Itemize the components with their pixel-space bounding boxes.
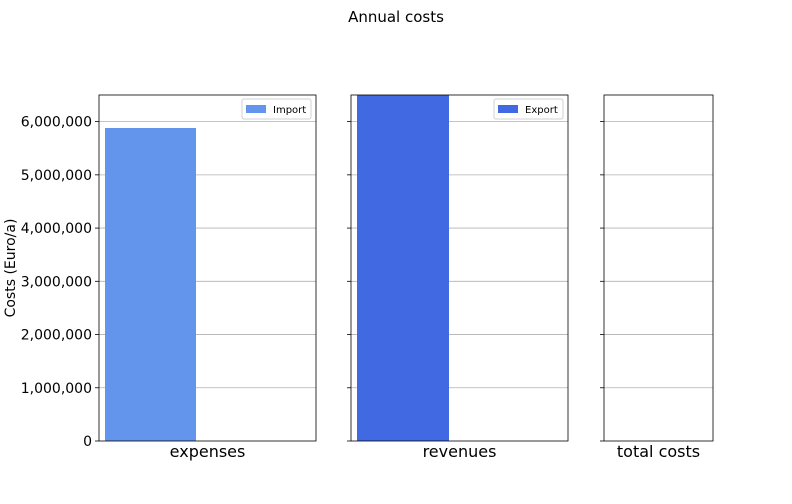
chart-title: Annual costs [348,8,444,26]
legend-label: Export [525,105,558,116]
panel-total-costs: total costs [600,94,714,461]
y-tick-label: 2,000,000 [21,328,92,344]
x-category-label: total costs [617,442,700,461]
x-category-label: revenues [423,442,497,461]
bar-export [357,95,449,441]
y-tick-label: 0 [83,434,92,450]
legend-label: Import [273,105,306,116]
plot-frame [350,94,569,442]
y-tick-label: 4,000,000 [21,221,92,237]
y-tick-label: 5,000,000 [21,168,92,184]
panel-revenues: Export revenues [347,94,569,461]
chart-panels: Import 0 1,000,000 2,000,000 3,000,000 4,000,… [21,94,714,461]
y-axis-label: Costs (Euro/a) [3,219,19,318]
legend-swatch [246,105,266,113]
y-tick-label: 6,000,000 [21,115,92,131]
plot-frame [603,94,714,442]
legend-box [493,98,564,120]
legend-box [241,98,312,120]
y-tick-label: 3,000,000 [21,274,92,290]
legend-swatch [498,105,518,113]
y-tick-label: 1,000,000 [21,381,92,397]
x-category-label: expenses [170,442,246,461]
plot-frame [98,94,317,442]
bar-import [105,128,196,441]
panel-expenses: Import 0 1,000,000 2,000,000 3,000,000 4,000,… [21,94,317,461]
